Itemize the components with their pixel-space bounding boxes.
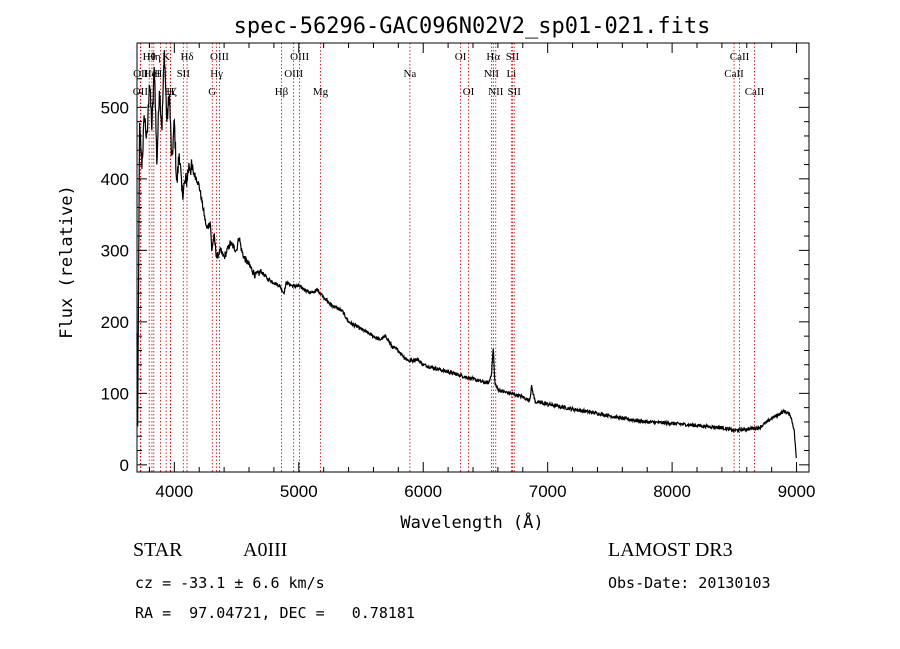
spectral-line-label-5: Hζ <box>164 86 177 98</box>
spectral-line-label-8: HeI <box>144 68 161 80</box>
spectral-line-label-22: Hα <box>486 51 500 63</box>
spectral-line-label-10: SII <box>177 68 191 80</box>
y-tick-label-100: 100 <box>101 384 129 403</box>
spectral-line-label-26: SII <box>507 86 521 98</box>
spectral-line-label-13: OIII <box>210 51 229 63</box>
spectral-line-label-18: Na <box>403 68 416 80</box>
spectral-line-label-29: CaII <box>745 86 765 98</box>
survey-name: LAMOST DR3 <box>608 539 733 561</box>
spectral-line-label-21: NII <box>484 68 500 80</box>
plot-frame <box>136 42 810 473</box>
spectrum-series <box>136 50 797 459</box>
x-axis-label: Wavelength (Å) <box>400 511 543 533</box>
obs-date: Obs-Date: 20130103 <box>608 574 771 592</box>
spectral-line-label-11: Hγ <box>210 68 223 80</box>
y-tick-label-300: 300 <box>101 241 129 260</box>
spectral-line-markers: OIIOIIHθHηHεHζKHHeIHδSIIHγGOIIIHβOIIIOII… <box>133 43 765 472</box>
x-tick-label-5000: 5000 <box>280 482 318 501</box>
y-tick-label-500: 500 <box>101 98 129 117</box>
coordinates: RA = 97.04721, DEC = 0.78181 <box>135 604 415 622</box>
axes: 4000 5000 6000 7000 8000 9000 0 100 200 300 400 500 <box>101 42 816 501</box>
x-tick-label-7000: 7000 <box>529 482 567 501</box>
spectral-line-label-7: H <box>166 86 174 98</box>
y-tick-label-400: 400 <box>101 170 129 189</box>
spectral-line-label-28: CaII <box>730 51 750 63</box>
redshift-readout: cz = -33.1 ± 6.6 km/s <box>135 574 325 592</box>
spectral-line-label-16: OIII <box>290 51 309 63</box>
spectral-line-label-14: Hβ <box>275 86 289 98</box>
x-tick-label-4000: 4000 <box>155 482 193 501</box>
y-tick-label-200: 200 <box>101 313 129 332</box>
y-tick-label-0: 0 <box>120 456 129 475</box>
x-tick-label-9000: 9000 <box>778 482 816 501</box>
spectral-line-label-2: Hθ <box>143 51 156 63</box>
spectral-line-label-15: OIII <box>284 68 303 80</box>
spectral-line-label-27: CaII <box>724 68 744 80</box>
x-tick-label-8000: 8000 <box>653 482 691 501</box>
chart-title: spec-56296-GAC096N02V2_sp01-021.fits <box>234 14 711 39</box>
spectral-line-label-6: K <box>162 51 170 63</box>
spectral-line-label-17: Mg <box>313 86 329 98</box>
spectral-line-label-25: SII <box>506 51 520 63</box>
y-axis-label: Flux (relative) <box>57 185 77 339</box>
object-class: STAR <box>133 539 183 561</box>
spectral-line-label-19: OI <box>455 51 467 63</box>
spectral-line-label-9: Hδ <box>180 51 193 63</box>
spectral-line-label-20: OI <box>463 86 475 98</box>
spectral-line-label-12: G <box>208 86 216 98</box>
spectral-line-label-3: Hη <box>147 51 161 63</box>
spectral-line-label-23: NII <box>488 86 504 98</box>
x-tick-label-6000: 6000 <box>404 482 442 501</box>
spectral-line-label-24: Li <box>506 68 516 80</box>
object-subclass: A0III <box>243 539 288 561</box>
